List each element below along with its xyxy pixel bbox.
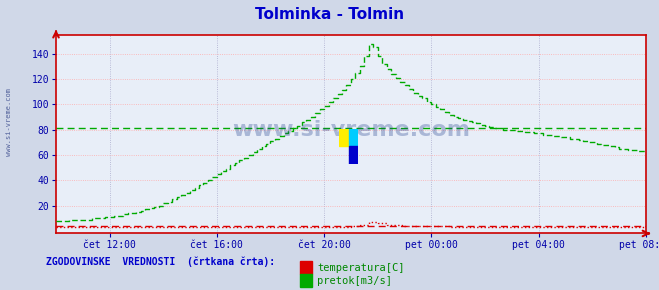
Bar — [349, 146, 358, 164]
Text: www.si-vreme.com: www.si-vreme.com — [232, 120, 470, 140]
Text: temperatura[C]: temperatura[C] — [317, 263, 405, 273]
Text: www.si-vreme.com: www.si-vreme.com — [5, 88, 12, 156]
Text: pretok[m3/s]: pretok[m3/s] — [317, 276, 392, 286]
Text: Tolminka - Tolmin: Tolminka - Tolmin — [255, 7, 404, 22]
Bar — [339, 129, 349, 146]
Bar — [349, 129, 358, 146]
Text: ZGODOVINSKE  VREDNOSTI  (črtkana črta):: ZGODOVINSKE VREDNOSTI (črtkana črta): — [46, 257, 275, 267]
